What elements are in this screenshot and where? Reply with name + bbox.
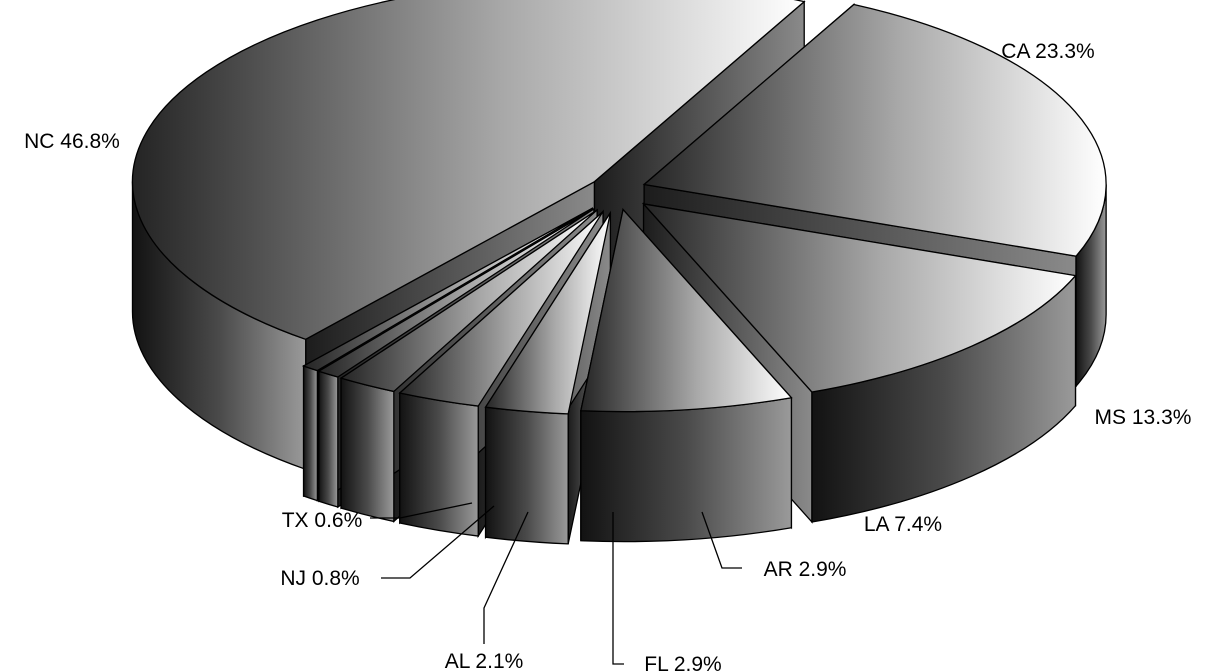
- leader-line-ar: [701, 511, 742, 569]
- slice-tx-top: [301, 207, 593, 372]
- data-label-ca: CA 23.3%: [1001, 40, 1094, 63]
- slice-ar-side: [484, 406, 569, 545]
- data-label-fl: FL 2.9%: [644, 653, 721, 672]
- slice-ar-top: [484, 212, 612, 415]
- slice-fl-top: [398, 211, 604, 407]
- slice-fl-side: [399, 392, 479, 537]
- slice-nj-side: [318, 370, 339, 508]
- slice-la-top: [580, 208, 793, 413]
- slice-al-side: [340, 377, 395, 523]
- slice-nc-top: [131, 0, 806, 341]
- slice-la: [580, 207, 793, 543]
- slice-ms-top: [641, 202, 1077, 393]
- slice-tx-side: [302, 365, 319, 502]
- labels-layer: CA 23.3% MS 13.3% LA 7.4% AR 2.9% FL 2.9% AL …: [24, 40, 1191, 672]
- data-label-nc: NC 46.8%: [24, 130, 120, 153]
- slices-layer: [131, 0, 1107, 545]
- data-label-tx: TX 0.6%: [282, 509, 363, 532]
- leader-line-tx: [370, 502, 473, 519]
- data-label-la: LA 7.4%: [864, 513, 942, 536]
- slice-ca-top: [642, 3, 1107, 257]
- slice-al-top: [339, 209, 598, 393]
- slice-nj-top: [317, 208, 595, 378]
- data-label-ar: AR 2.9%: [764, 558, 847, 581]
- leader-line-nj: [381, 505, 495, 579]
- data-label-al: AL 2.1%: [445, 650, 524, 672]
- leader-line-al: [483, 511, 529, 644]
- leader-line-fl: [612, 512, 624, 665]
- data-label-nj: NJ 0.8%: [280, 567, 359, 590]
- data-label-ms: MS 13.3%: [1095, 406, 1192, 429]
